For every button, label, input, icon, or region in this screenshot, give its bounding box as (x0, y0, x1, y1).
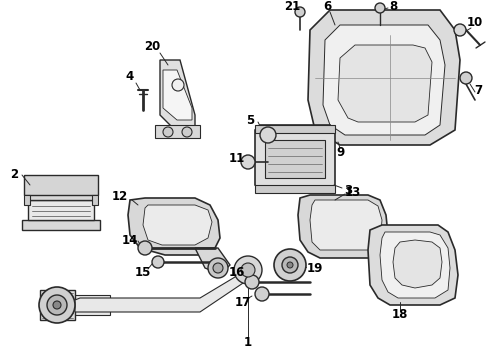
Polygon shape (255, 125, 335, 190)
Text: 11: 11 (229, 152, 245, 165)
Polygon shape (368, 225, 458, 305)
Circle shape (241, 155, 255, 169)
Circle shape (138, 241, 152, 255)
Polygon shape (143, 205, 212, 245)
Circle shape (295, 7, 305, 17)
Circle shape (39, 287, 75, 323)
Circle shape (255, 287, 269, 301)
Circle shape (53, 301, 61, 309)
Text: 17: 17 (235, 297, 251, 310)
Circle shape (47, 295, 67, 315)
Text: 4: 4 (126, 71, 134, 84)
Polygon shape (255, 125, 335, 133)
Polygon shape (323, 25, 445, 135)
Polygon shape (60, 295, 110, 315)
Circle shape (213, 263, 223, 273)
Text: 18: 18 (392, 309, 408, 321)
Text: 10: 10 (467, 15, 483, 28)
Text: 21: 21 (284, 0, 300, 13)
Polygon shape (163, 70, 192, 120)
Text: 1: 1 (244, 336, 252, 348)
Text: 20: 20 (144, 40, 160, 54)
Circle shape (172, 79, 184, 91)
Text: 7: 7 (474, 84, 482, 96)
Polygon shape (393, 240, 442, 288)
Circle shape (182, 127, 192, 137)
Circle shape (260, 127, 276, 143)
Text: 6: 6 (323, 0, 331, 13)
Text: 14: 14 (122, 234, 138, 247)
Text: 3: 3 (344, 184, 352, 197)
Circle shape (234, 256, 262, 284)
Text: 12: 12 (112, 189, 128, 202)
Polygon shape (24, 195, 30, 205)
Circle shape (454, 24, 466, 36)
Circle shape (152, 256, 164, 268)
Polygon shape (255, 185, 335, 193)
Circle shape (163, 127, 173, 137)
Polygon shape (28, 190, 94, 200)
Circle shape (375, 3, 385, 13)
Text: 13: 13 (345, 185, 361, 198)
Text: 8: 8 (389, 0, 397, 13)
Circle shape (208, 258, 228, 278)
Text: 9: 9 (336, 147, 344, 159)
Polygon shape (338, 45, 432, 122)
Polygon shape (195, 248, 230, 272)
Polygon shape (265, 140, 325, 178)
Text: 19: 19 (307, 261, 323, 274)
Text: 2: 2 (10, 168, 18, 181)
Polygon shape (24, 175, 98, 195)
Circle shape (245, 275, 259, 289)
Circle shape (282, 257, 298, 273)
Polygon shape (308, 10, 460, 145)
Polygon shape (155, 125, 200, 138)
Polygon shape (40, 290, 75, 320)
Polygon shape (22, 220, 100, 230)
Polygon shape (160, 60, 195, 130)
Polygon shape (298, 195, 388, 258)
Circle shape (274, 249, 306, 281)
Polygon shape (28, 200, 94, 220)
Circle shape (241, 263, 255, 277)
Text: 5: 5 (246, 113, 254, 126)
Polygon shape (310, 200, 382, 250)
Polygon shape (380, 232, 450, 298)
Polygon shape (75, 265, 255, 312)
Text: 15: 15 (135, 266, 151, 279)
Circle shape (287, 262, 293, 268)
Polygon shape (128, 198, 220, 255)
Circle shape (460, 72, 472, 84)
Text: 16: 16 (229, 266, 245, 279)
Polygon shape (92, 195, 98, 205)
